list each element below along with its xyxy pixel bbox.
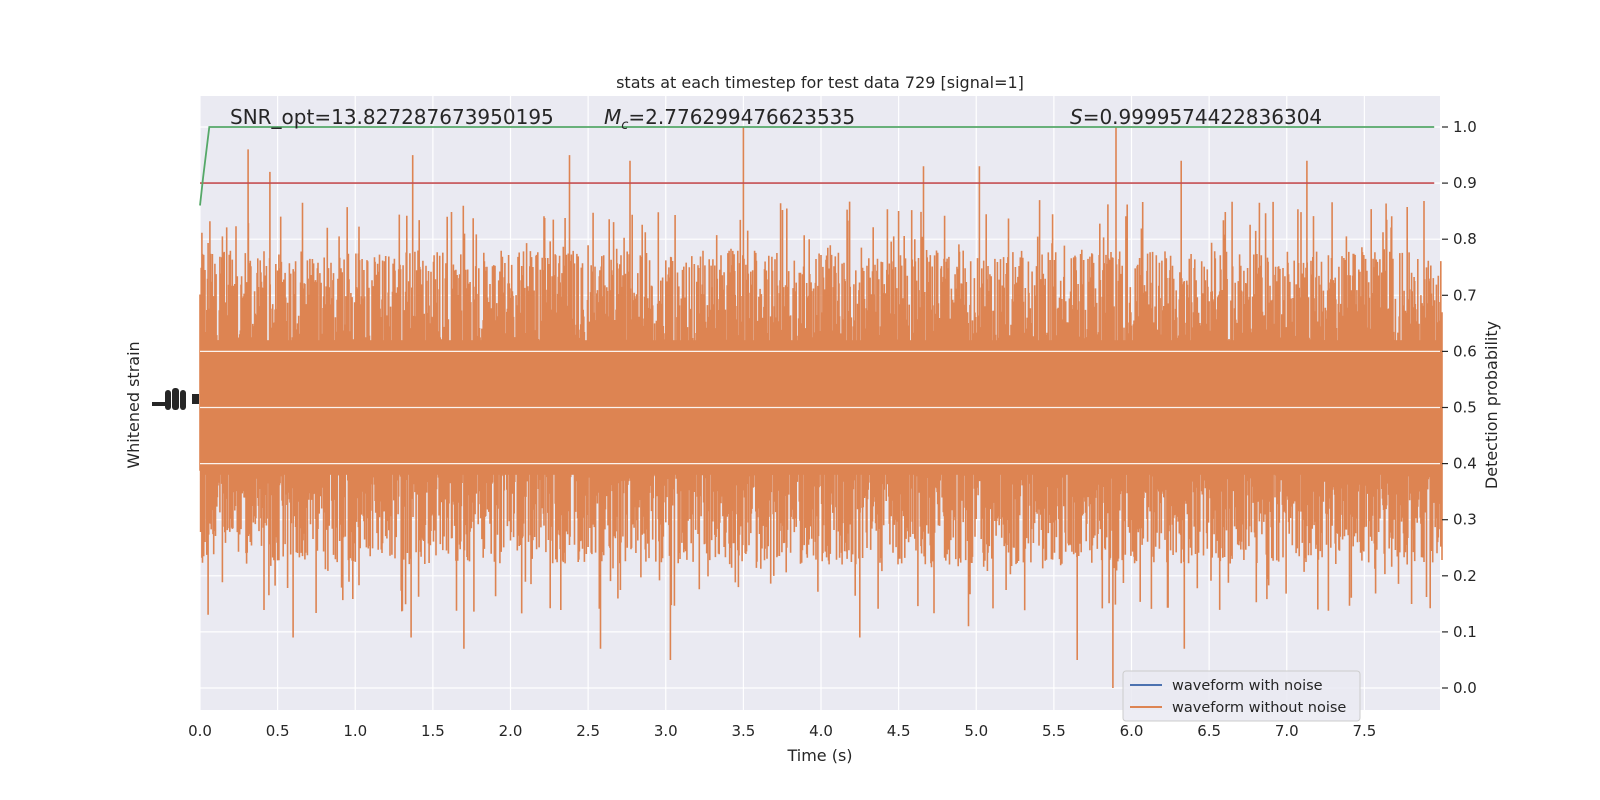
- y-tick-label: 1.0: [1453, 118, 1477, 136]
- y-tick-label: 0.0: [1453, 679, 1477, 697]
- y-tick-label: 0.2: [1453, 567, 1477, 585]
- probability-lines: [199, 126, 1435, 206]
- y-tick-label: 0.9: [1453, 174, 1477, 192]
- y-right-axis-ticks: 0.0 0.1 0.2 0.3 0.4 0.5 0.6 0.7 0.8 0.9 1.0: [1442, 118, 1477, 697]
- x-tick-label: 2.5: [576, 722, 600, 740]
- y-right-axis-label: Detection probability: [1482, 321, 1501, 489]
- legend-box: [1122, 670, 1361, 722]
- y-left-axis-label: Whitened strain: [124, 341, 143, 468]
- annotation-snr: SNR_opt=13.827287673950195: [230, 105, 554, 129]
- x-tick-label: 7.5: [1352, 722, 1376, 740]
- x-tick-label: 0.0: [188, 722, 212, 740]
- x-axis-ticks: 0.0 0.5 1.0 1.5 2.0 2.5 3.0 3.5 4.0 4.5 5.0 5.5 6.0 6…: [188, 722, 1376, 740]
- chart-title: stats at each timestep for test data 729…: [616, 73, 1024, 92]
- legend-label-with-noise: waveform with noise: [1172, 678, 1323, 694]
- x-tick-label: 4.5: [887, 722, 911, 740]
- annotation-s: S=0.9999574422836304: [1070, 105, 1322, 129]
- x-tick-label: 3.0: [654, 722, 678, 740]
- legend: waveform with noise waveform without noi…: [1122, 670, 1361, 722]
- x-tick-label: 1.5: [421, 722, 445, 740]
- y-tick-label: 0.1: [1453, 623, 1477, 641]
- x-tick-label: 7.0: [1275, 722, 1299, 740]
- annotation-chirp-mass: Mc=2.776299476623535: [604, 105, 855, 133]
- y-tick-label: 0.3: [1453, 511, 1477, 529]
- waveform-without-noise-line: [199, 127, 1443, 688]
- y-tick-label: 0.8: [1453, 230, 1477, 248]
- y-tick-label: 0.5: [1453, 399, 1477, 417]
- x-tick-label: 6.0: [1120, 722, 1144, 740]
- x-tick-label: 2.0: [499, 722, 523, 740]
- y-tick-label: 0.7: [1453, 286, 1477, 304]
- x-tick-label: 4.0: [809, 722, 833, 740]
- left-tick-glyphs: [152, 388, 199, 410]
- x-tick-label: 6.5: [1197, 722, 1221, 740]
- x-axis-label: Time (s): [786, 746, 852, 765]
- legend-label-without-noise: waveform without noise: [1172, 700, 1346, 716]
- x-tick-label: 3.5: [731, 722, 755, 740]
- x-tick-label: 5.5: [1042, 722, 1066, 740]
- x-tick-label: 1.0: [343, 722, 367, 740]
- y-tick-label: 0.4: [1453, 455, 1477, 473]
- detection-probability-line: [199, 126, 1435, 206]
- x-tick-label: 0.5: [266, 722, 290, 740]
- x-tick-label: 5.0: [964, 722, 988, 740]
- y-tick-label: 0.6: [1453, 342, 1477, 360]
